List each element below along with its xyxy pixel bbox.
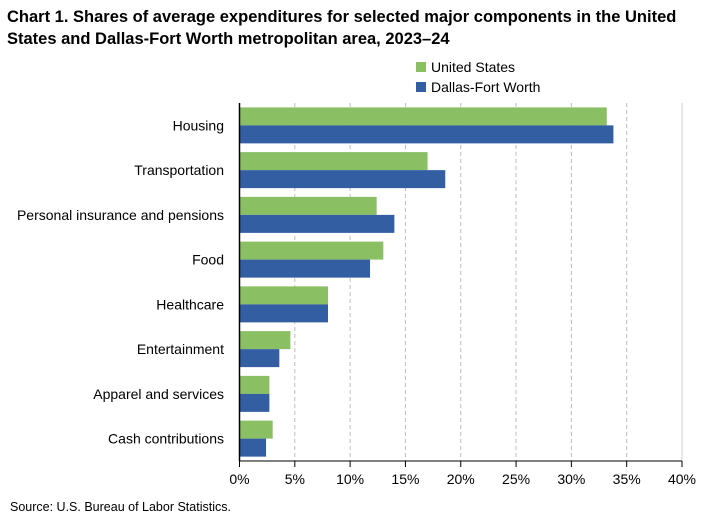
category-label: Housing xyxy=(173,117,224,133)
legend-swatch-dfw xyxy=(416,82,426,92)
x-tick-label: 40% xyxy=(668,471,696,487)
bar-dfw xyxy=(239,393,270,412)
category-label: Cash contributions xyxy=(108,431,224,447)
bar-us xyxy=(239,196,377,215)
bar-us xyxy=(239,286,328,305)
legend-swatch-us xyxy=(416,62,426,72)
x-tick-label: 15% xyxy=(391,471,419,487)
bar-dfw xyxy=(239,170,446,189)
x-tick-label: 35% xyxy=(613,471,641,487)
bar-dfw xyxy=(239,349,280,368)
x-tick-label: 20% xyxy=(447,471,475,487)
x-tick-label: 5% xyxy=(285,471,305,487)
bar-us xyxy=(239,107,607,126)
category-label: Transportation xyxy=(134,162,224,178)
bar-dfw xyxy=(239,438,267,457)
x-tick-label: 0% xyxy=(229,471,249,487)
category-label: Food xyxy=(192,252,224,268)
bar-us xyxy=(239,375,270,394)
category-label: Personal insurance and pensions xyxy=(17,207,224,223)
legend-label-dfw: Dallas-Fort Worth xyxy=(431,79,541,95)
legend-item-dfw: Dallas-Fort Worth xyxy=(416,77,540,97)
legend: United States Dallas-Fort Worth xyxy=(416,57,540,97)
x-tick-label: 25% xyxy=(502,471,530,487)
chart-title: Chart 1. Shares of average expenditures … xyxy=(7,8,677,48)
category-label: Healthcare xyxy=(156,296,224,312)
x-tick-label: 10% xyxy=(336,471,364,487)
bar-us xyxy=(239,241,384,260)
bar-us xyxy=(239,152,428,171)
bar-dfw xyxy=(239,304,328,323)
category-label: Entertainment xyxy=(137,341,224,357)
bar-dfw xyxy=(239,214,395,233)
bar-us xyxy=(239,331,291,350)
category-label: Apparel and services xyxy=(93,386,224,402)
source-note: Source: U.S. Bureau of Labor Statistics. xyxy=(10,500,231,514)
bar-dfw xyxy=(239,125,614,144)
bar-us xyxy=(239,420,273,439)
bar-dfw xyxy=(239,259,371,278)
x-tick-label: 30% xyxy=(557,471,585,487)
legend-label-us: United States xyxy=(431,59,516,75)
legend-item-us: United States xyxy=(416,57,540,77)
